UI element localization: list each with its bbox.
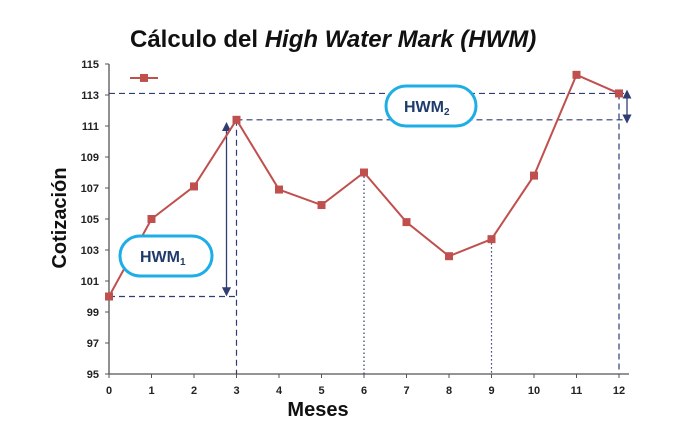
data-point: [615, 89, 623, 98]
data-point: [360, 168, 368, 177]
legend: [130, 73, 158, 82]
data-point: [105, 292, 113, 301]
hwm1-bubble-shape: [118, 234, 214, 278]
data-point: [317, 201, 326, 210]
data-point: [402, 218, 411, 227]
x-tick-label: 4: [276, 385, 283, 397]
hwm1-bubble: HWM1: [118, 234, 214, 278]
y-tick-label: 113: [81, 90, 99, 102]
x-tick-label: 11: [571, 385, 583, 397]
y-tick-label: 103: [81, 245, 99, 257]
data-point: [232, 115, 241, 124]
data-point: [147, 215, 156, 223]
data-point: [487, 235, 496, 244]
y-tick-label: 115: [81, 59, 99, 71]
data-point: [572, 70, 581, 79]
hwm2-bubble-shape: [384, 84, 478, 128]
chart-title-italic: High Water Mark (HWM): [265, 26, 537, 53]
y-tick-label: 99: [87, 307, 99, 319]
x-tick-label: 6: [361, 385, 367, 397]
x-tick-label: 2: [191, 385, 197, 397]
x-tick-label: 5: [318, 385, 324, 397]
axes: [105, 63, 629, 378]
x-tick-label: 8: [446, 385, 452, 397]
x-tick-label: 7: [403, 385, 409, 397]
hwm2-bubble: HWM2: [384, 84, 478, 128]
x-tick-label: 0: [106, 385, 112, 397]
x-tick-label: 10: [528, 385, 540, 397]
x-axis-label: Meses: [287, 399, 348, 421]
y-tick-label: 97: [87, 338, 99, 350]
guide-lines: [109, 89, 632, 374]
y-axis-label: Cotización: [49, 167, 71, 268]
y-tick-label: 109: [81, 152, 99, 164]
hwm2-label: HWM2: [404, 99, 450, 118]
x-tick-label: 9: [488, 385, 494, 397]
y-tick-label: 95: [87, 369, 99, 381]
data-point: [190, 182, 198, 191]
legend-marker: [140, 73, 148, 82]
series-layer: [105, 70, 623, 301]
y-tick-label: 101: [81, 276, 99, 288]
y-tick-label: 105: [81, 214, 99, 226]
data-point: [530, 171, 538, 180]
chart-title: Cálculo del High Water Mark (HWM): [130, 26, 536, 53]
y-tick-label: 111: [82, 121, 99, 133]
data-point: [275, 185, 283, 194]
hwm1-label: HWM1: [140, 249, 186, 268]
data-point: [445, 252, 453, 261]
y-tick-label: 107: [81, 183, 99, 195]
x-tick-label: 1: [148, 385, 154, 397]
x-tick-label: 12: [613, 385, 625, 397]
chart-title-prefix: Cálculo del: [130, 26, 265, 53]
x-tick-label: 3: [233, 385, 239, 397]
